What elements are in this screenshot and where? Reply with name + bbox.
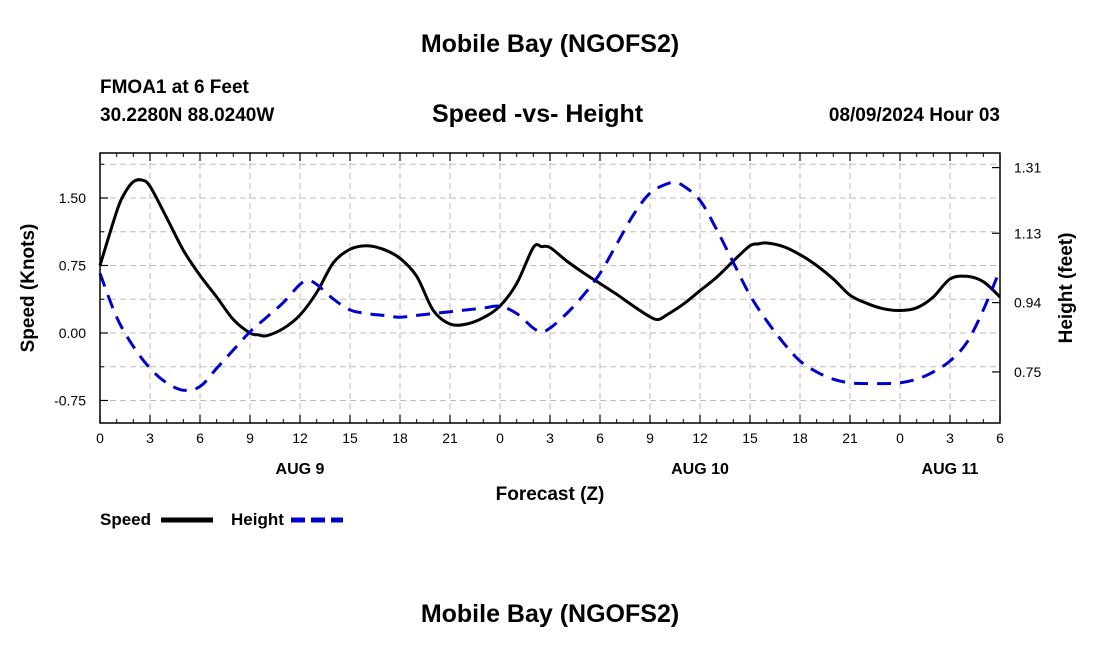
legend-height-label: Height	[231, 510, 284, 529]
day-label: AUG 9	[276, 461, 325, 478]
series-lines	[98, 178, 1002, 392]
footer-title: Mobile Bay (NGOFS2)	[420, 600, 680, 628]
left-axis-title: Speed (Knots)	[18, 224, 39, 353]
x-tick-label: 0	[496, 430, 504, 446]
x-tick-label: 9	[246, 430, 254, 446]
legend: Speed Height	[100, 510, 343, 529]
left-tick-label: 0.75	[59, 258, 86, 274]
forecast-datetime: 08/09/2024 Hour 03	[828, 105, 1000, 126]
right-tick-label: 0.75	[1014, 364, 1041, 380]
axis-ticks	[99, 153, 1001, 423]
x-tick-label: 12	[292, 430, 308, 446]
axis-labels: 0 3 6 9 12 15 18 21 0 3 6 9 12 15 18 21 0 3 6 1.50 0.75 0.00 -…	[54, 160, 1041, 478]
x-tick-label: 3	[146, 430, 154, 446]
x-tick-label: 15	[742, 430, 758, 446]
x-tick-label: 6	[996, 430, 1004, 446]
main-title: Mobile Bay (NGOFS2)	[420, 30, 680, 58]
x-tick-label: 21	[442, 430, 458, 446]
left-tick-label: -0.75	[54, 393, 86, 409]
day-label: AUG 11	[922, 461, 979, 478]
right-tick-label: 1.13	[1014, 225, 1041, 241]
x-tick-label: 0	[896, 430, 904, 446]
x-tick-label: 9	[646, 430, 654, 446]
x-axis-title: Forecast (Z)	[496, 484, 605, 505]
left-tick-label: 0.00	[59, 325, 86, 341]
x-tick-label: 15	[342, 430, 358, 446]
x-tick-label: 18	[792, 430, 808, 446]
series-line-speed	[98, 178, 1002, 338]
day-label: AUG 10	[671, 461, 729, 478]
x-tick-label: 3	[946, 430, 954, 446]
x-tick-label: 12	[692, 430, 708, 446]
right-axis-title: Height (feet)	[1056, 233, 1077, 344]
x-tick-label: 6	[196, 430, 204, 446]
left-tick-label: 1.50	[59, 190, 86, 206]
x-tick-label: 3	[546, 430, 554, 446]
right-tick-label: 0.94	[1014, 295, 1041, 311]
x-tick-label: 6	[596, 430, 604, 446]
x-tick-label: 18	[392, 430, 408, 446]
station-name: FMOA1 at 6 Feet	[100, 77, 249, 98]
station-coords: 30.2280N 88.0240W	[100, 105, 275, 126]
speed-height-chart: 0 3 6 9 12 15 18 21 0 3 6 9 12 15 18 21 0 3 6 1.50 0.75 0.00 -…	[18, 152, 1077, 529]
x-tick-label: 0	[96, 430, 104, 446]
chart-title: Speed -vs- Height	[432, 100, 644, 128]
right-tick-label: 1.31	[1014, 160, 1041, 176]
x-tick-label: 21	[842, 430, 858, 446]
series-line-height	[98, 181, 1002, 392]
legend-speed-label: Speed	[100, 510, 151, 529]
